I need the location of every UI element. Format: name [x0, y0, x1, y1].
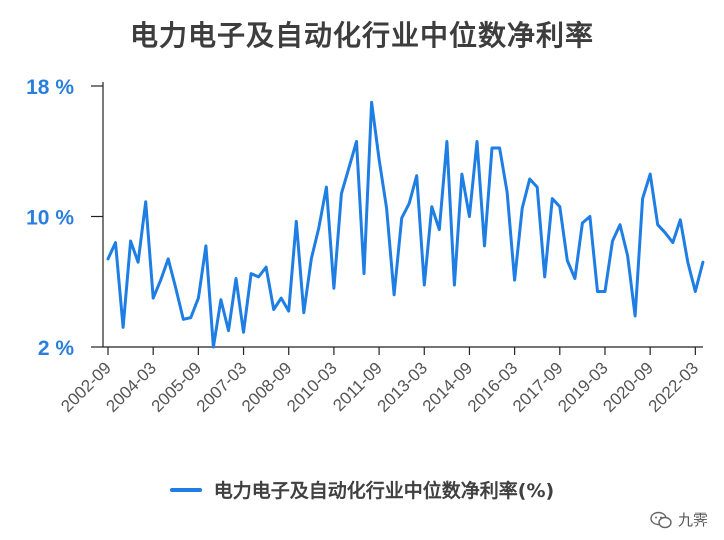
- series-group: [106, 100, 705, 349]
- legend-label: 电力电子及自动化行业中位数净利率(%): [213, 480, 555, 502]
- chart-title: 电力电子及自动化行业中位数净利率: [129, 19, 594, 52]
- y-tick-label: 10 %: [26, 207, 74, 230]
- x-tick-label: 2022-03: [645, 358, 703, 416]
- y-tick-label: 2 %: [38, 337, 75, 360]
- watermark: 九霁: [650, 509, 708, 530]
- legend-line-swatch: [169, 487, 202, 492]
- x-tick-label: 2010-03: [283, 358, 341, 416]
- x-axis: 2002-092004-032005-092007-032008-092010-…: [57, 346, 703, 416]
- series-line: [106, 100, 705, 349]
- y-axis: 2 % 10 % 18 %: [26, 76, 104, 360]
- y-tick-label: 18 %: [26, 76, 74, 99]
- legend: 电力电子及自动化行业中位数净利率(%): [0, 476, 724, 503]
- wechat-icon: [650, 511, 672, 528]
- watermark-text: 九霁: [677, 511, 708, 529]
